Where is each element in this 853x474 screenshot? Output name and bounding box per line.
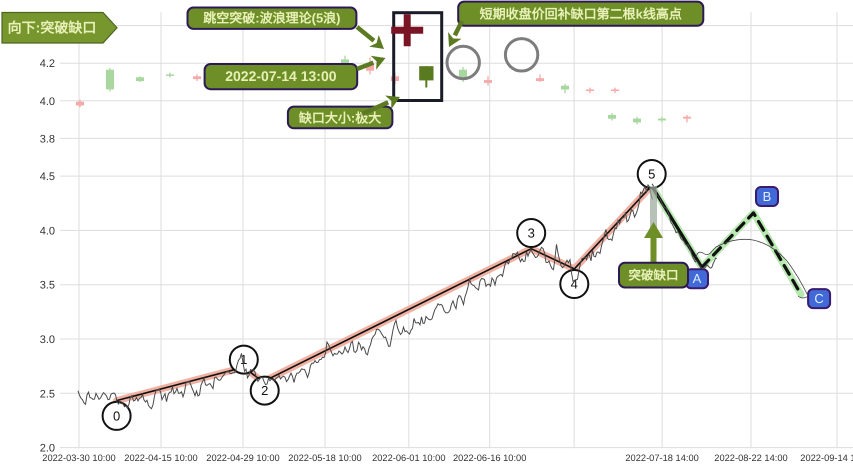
svg-text:3.0: 3.0 [40,334,55,346]
svg-text:4.0: 4.0 [40,96,55,108]
svg-text:2022-04-15 10:00: 2022-04-15 10:00 [124,453,197,463]
svg-text:2022-07-14 13:00: 2022-07-14 13:00 [225,68,337,84]
svg-text:短期收盘价回补缺口第二根k线高点: 短期收盘价回补缺口第二根k线高点 [480,7,682,22]
svg-text:向下:突破缺口: 向下:突破缺口 [8,20,97,36]
svg-text:0: 0 [113,408,120,423]
svg-text:4.0: 4.0 [40,225,55,237]
svg-text:跳空突破:波浪理论(5浪): 跳空突破:波浪理论(5浪) [203,11,340,26]
svg-text:5: 5 [648,167,655,182]
svg-text:C: C [814,291,823,306]
svg-text:A: A [693,271,702,286]
svg-text:3.8: 3.8 [40,133,55,145]
svg-text:4.5: 4.5 [40,171,55,183]
svg-text:2022-06-01 10:00: 2022-06-01 10:00 [372,453,445,463]
svg-text:2: 2 [261,383,268,398]
svg-text:2022-07-18 14:00: 2022-07-18 14:00 [625,453,698,463]
svg-text:4: 4 [571,277,578,292]
svg-text:3.5: 3.5 [40,280,55,292]
svg-text:2022-04-29 10:00: 2022-04-29 10:00 [206,453,279,463]
svg-text:2022-03-30 10:00: 2022-03-30 10:00 [42,453,115,463]
svg-text:2022-05-18 10:00: 2022-05-18 10:00 [288,453,361,463]
svg-text:2022-06-16 10:00: 2022-06-16 10:00 [453,453,526,463]
svg-text:3: 3 [528,226,535,241]
svg-text:突破缺口: 突破缺口 [628,269,678,283]
svg-text:2.5: 2.5 [40,388,55,400]
svg-text:2022-09-14 14:00: 2022-09-14 14:00 [800,453,853,463]
svg-text:B: B [763,189,772,204]
svg-text:4.2: 4.2 [40,58,55,70]
svg-text:2022-08-22 14:00: 2022-08-22 14:00 [714,453,787,463]
